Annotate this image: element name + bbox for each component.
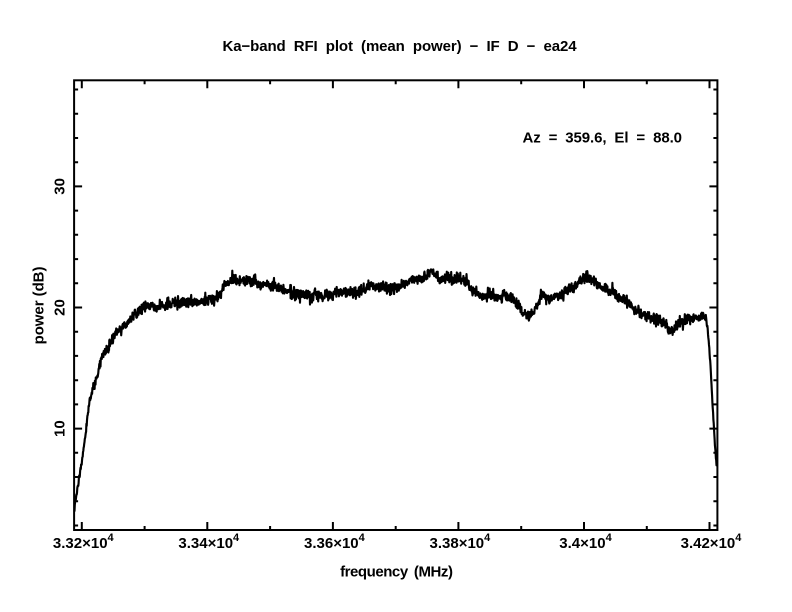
svg-text:30: 30 [52, 178, 69, 195]
svg-text:3.4×104: 3.4×104 [559, 532, 612, 552]
svg-text:20: 20 [52, 299, 69, 316]
svg-text:3.36×104: 3.36×104 [304, 532, 366, 552]
svg-text:3.34×104: 3.34×104 [178, 532, 240, 552]
svg-text:3.38×104: 3.38×104 [430, 532, 492, 552]
svg-text:Az = 359.6, El = 88.0: Az = 359.6, El = 88.0 [522, 130, 681, 147]
svg-text:10: 10 [52, 420, 69, 437]
svg-text:3.42×104: 3.42×104 [681, 532, 743, 552]
svg-text:power (dB): power (dB) [31, 267, 48, 345]
svg-text:Ka−band RFI plot (mean power): Ka−band RFI plot (mean power) − IF D − e… [223, 38, 578, 55]
svg-text:frequency (MHz): frequency (MHz) [340, 563, 453, 580]
svg-text:3.32×104: 3.32×104 [53, 532, 115, 552]
